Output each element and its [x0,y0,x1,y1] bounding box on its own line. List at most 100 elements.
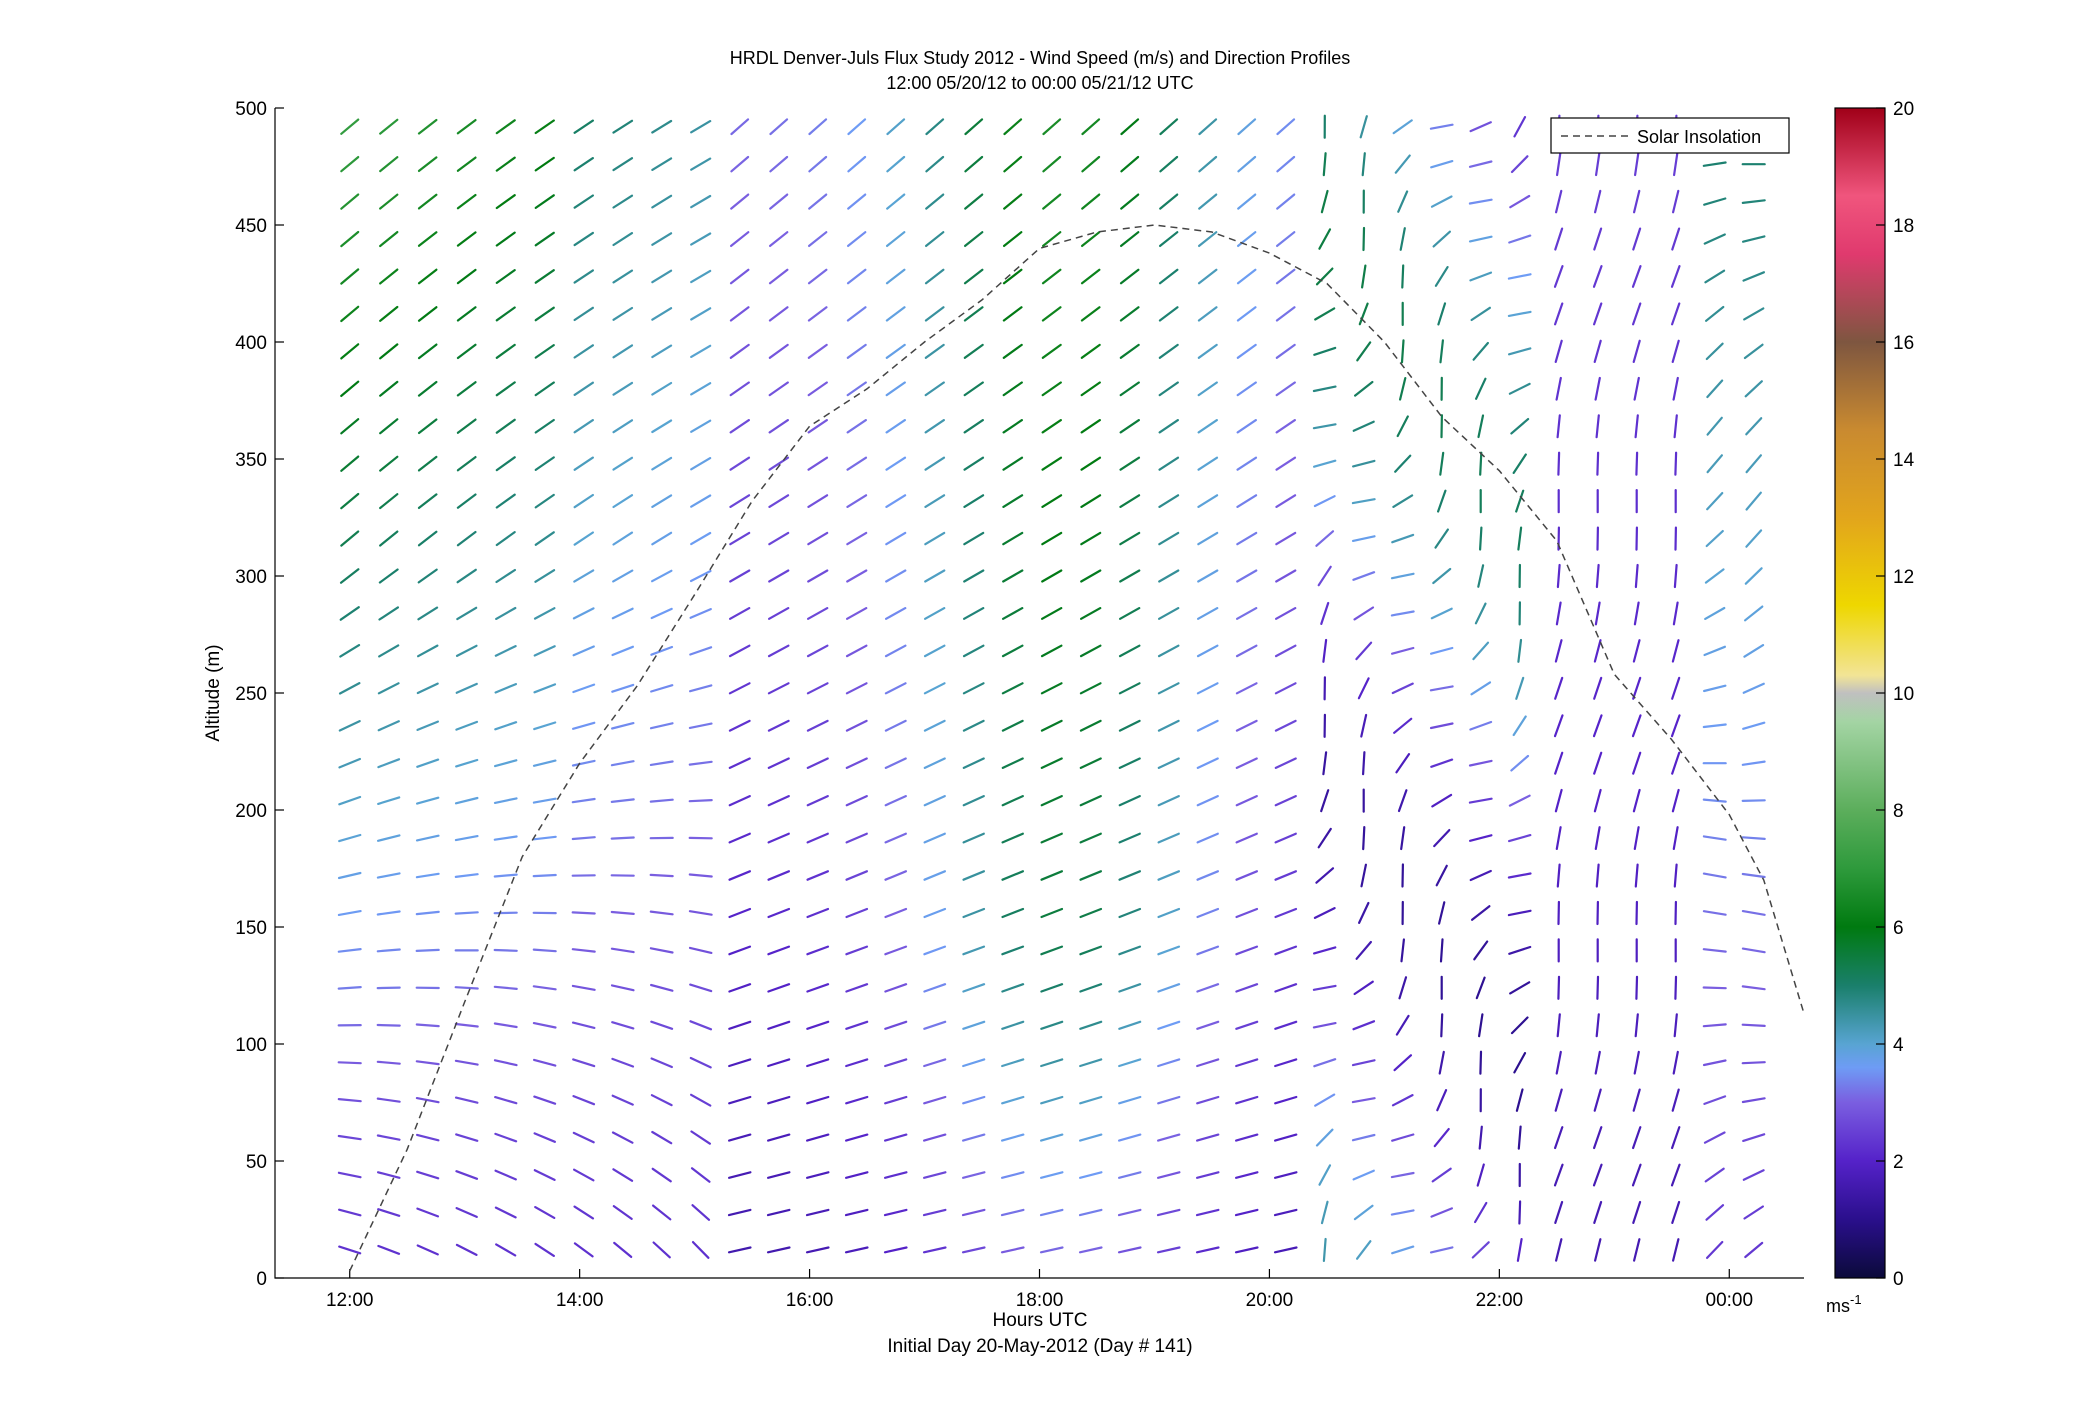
wind-arrow [1236,231,1257,247]
wind-arrow [1743,643,1765,658]
wind-arrow [1275,343,1296,359]
wind-arrow [495,343,516,359]
wind-arrow [1002,343,1023,359]
wind-arrow [1274,794,1297,807]
wind-arrow [923,644,946,658]
wind-arrow [1237,118,1257,136]
wind-arrow [1157,606,1180,620]
wind-arrow [1512,715,1527,737]
wind-arrow [571,911,596,915]
wind-arrow [1002,231,1023,247]
wind-arrow [963,381,984,397]
wind-arrow [379,455,399,472]
wind-arrow [1079,682,1102,695]
wind-arrow [925,155,945,173]
wind-arrow [495,156,516,172]
wind-arrow [1357,677,1370,700]
wind-arrow [1273,1171,1298,1179]
wind-arrow [1196,794,1219,807]
wind-arrow [573,269,595,284]
wind-arrow [1196,870,1220,881]
wind-arrow [651,1130,673,1145]
wind-arrow [495,269,516,284]
colorbar-tick-label: 8 [1893,801,1904,822]
wind-arrow [415,1060,440,1066]
wind-arrow [417,268,438,285]
wind-arrow [534,381,555,397]
wind-arrow [1632,1200,1642,1225]
wind-arrow [1470,905,1491,921]
wind-arrow [1314,1093,1336,1107]
wind-arrow [845,757,868,770]
wind-arrow [1041,381,1062,397]
wind-arrow [1351,1097,1376,1104]
wind-arrow [1235,870,1259,881]
wind-arrow [1553,302,1564,326]
wind-arrow [573,381,595,396]
wind-arrow [806,832,829,844]
wind-arrow [1358,302,1369,326]
wind-arrow [651,194,673,209]
wind-arrow [1196,757,1219,770]
wind-arrow [1198,193,1218,210]
wind-arrow [1434,266,1449,287]
wind-arrow [573,1242,594,1258]
wind-arrow [1079,1095,1103,1105]
x-tick-label: 12:00 [326,1290,374,1311]
wind-arrow [1275,531,1297,546]
wind-arrow [612,119,634,134]
wind-arrow [1353,606,1375,621]
wind-arrow [845,606,868,620]
wind-arrow [1000,1133,1025,1142]
wind-arrow [337,985,362,990]
wind-arrow [1439,339,1445,364]
wind-arrow [690,269,712,284]
wind-arrow [1513,1051,1527,1074]
wind-arrow [1157,719,1180,732]
wind-arrow [456,418,477,434]
wind-arrow [1001,870,1025,881]
wind-arrow [1002,531,1024,546]
wind-arrow [1631,1126,1642,1150]
wind-arrow [1507,347,1532,356]
wind-arrow [416,758,440,768]
wind-arrow [925,193,945,210]
plot-axes [274,108,1804,1279]
wind-arrow [1276,193,1296,210]
y-tick-label: 100 [235,1035,267,1056]
wind-arrow [1079,644,1102,658]
wind-arrow [962,757,985,770]
wind-arrow [1517,526,1523,551]
wind-arrow [534,269,555,284]
wind-arrow [962,907,986,919]
wind-arrow [1351,498,1376,505]
wind-arrow [1515,489,1525,513]
wind-arrow [884,907,908,919]
wind-arrow [1429,1246,1454,1254]
wind-arrow [1741,1061,1766,1065]
wind-arrow [1040,794,1063,807]
wind-arrow [1197,306,1218,322]
wind-arrow [1313,495,1336,508]
wind-arrow [1357,901,1370,925]
wind-arrow [1274,757,1297,770]
wind-arrow [1361,751,1366,776]
wind-arrow [845,1020,869,1030]
wind-arrow [1469,121,1492,133]
colorbar-tick-label: 10 [1893,684,1914,705]
wind-arrow [493,797,518,805]
wind-arrow [1236,343,1257,359]
wind-arrow [454,1059,479,1066]
wind-arrow [807,268,828,285]
wind-arrow [768,456,790,471]
wind-arrow [1322,638,1328,663]
wind-arrow [1703,233,1726,245]
wind-arrow [1002,419,1024,434]
wind-arrow [730,155,750,173]
wind-arrow [1119,343,1140,359]
wind-arrow [924,231,945,247]
wind-arrow [963,306,984,322]
wind-arrow [1554,788,1563,813]
wind-arrow [1470,306,1492,322]
wind-arrow [379,380,399,397]
